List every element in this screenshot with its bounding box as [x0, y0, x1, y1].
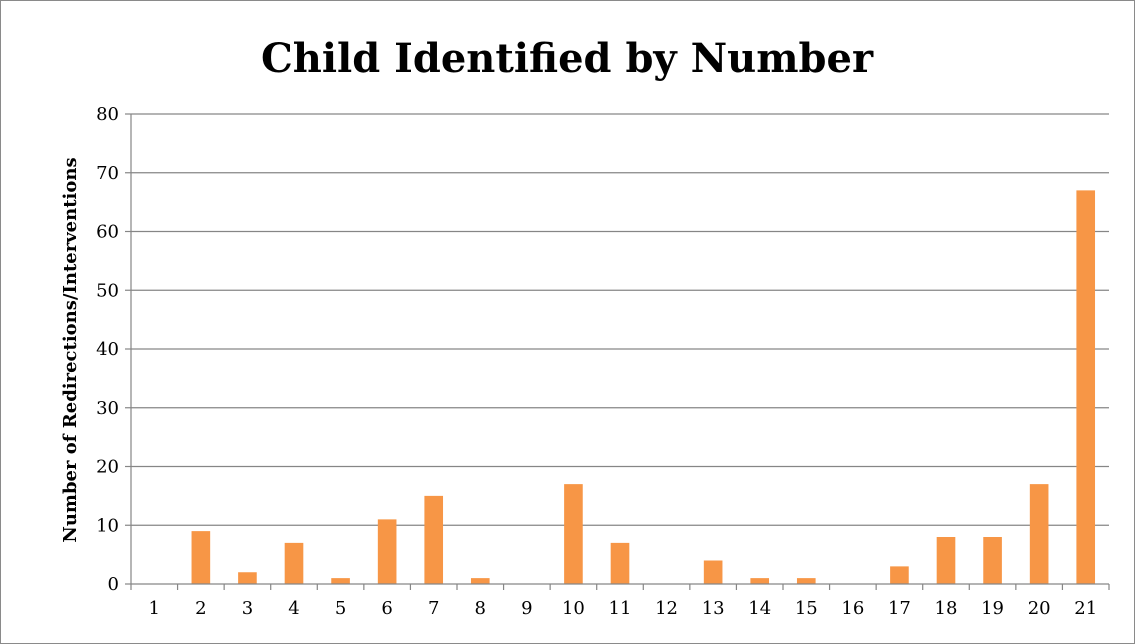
x-tick-label: 20: [1028, 598, 1051, 619]
chart-title: Child Identified by Number: [261, 35, 874, 82]
x-tick-label: 18: [935, 598, 958, 619]
bar: [796, 578, 816, 584]
bar: [470, 578, 490, 584]
bar: [564, 484, 583, 584]
bars: [191, 190, 1096, 584]
x-tick-label: 19: [981, 598, 1004, 619]
bar: [936, 537, 956, 584]
x-tick-label: 2: [195, 598, 206, 619]
bar: [610, 542, 630, 584]
bar: [890, 566, 909, 584]
bar: [238, 572, 257, 584]
x-tick-label: 8: [475, 598, 486, 619]
bar: [750, 578, 770, 584]
bar: [1076, 190, 1096, 584]
x-tick-label: 21: [1074, 598, 1097, 619]
y-tick-label: 50: [96, 280, 119, 301]
x-tick-label: 16: [841, 598, 864, 619]
gridlines: [131, 113, 1109, 526]
y-tick-label: 0: [108, 574, 119, 595]
bar: [191, 531, 211, 584]
x-tick-label: 15: [795, 598, 818, 619]
y-tick-label: 60: [96, 222, 119, 243]
x-tick-label: 6: [381, 598, 392, 619]
x-tick-label: 11: [609, 598, 632, 619]
x-tick-label: 10: [562, 598, 585, 619]
y-tick-labels: 0 10 20 30 40 50 60 70 80: [96, 104, 119, 595]
y-tick-label: 70: [96, 163, 119, 184]
bar: [331, 578, 350, 584]
x-tick-label: 17: [888, 598, 911, 619]
y-axis-label: Number of Redirections/Interventions: [60, 157, 81, 542]
bar: [284, 542, 304, 584]
y-tick-label: 80: [96, 104, 119, 125]
bar: [983, 537, 1002, 584]
bar: [1029, 484, 1049, 584]
bar: [424, 495, 444, 584]
x-tick-label: 9: [521, 598, 532, 619]
bar: [377, 519, 397, 584]
y-tick-label: 40: [96, 339, 119, 360]
y-tick-label: 10: [96, 515, 119, 536]
y-tick-label: 30: [96, 398, 119, 419]
x-tick-label: 12: [655, 598, 678, 619]
x-tick-label: 14: [748, 598, 771, 619]
x-tick-label: 5: [335, 598, 346, 619]
x-tick-labels: 1 2 3 4 5 6 7 8 9 10 11 12 13 14 15 16 17 18 19 20 21: [149, 598, 1098, 619]
x-tick-label: 13: [702, 598, 725, 619]
bar: [703, 560, 723, 584]
y-tick-label: 20: [96, 457, 119, 478]
axes: [125, 113, 1110, 590]
x-tick-label: 7: [428, 598, 439, 619]
x-tick-label: 1: [149, 598, 160, 619]
x-tick-label: 3: [242, 598, 253, 619]
x-tick-label: 4: [288, 598, 299, 619]
